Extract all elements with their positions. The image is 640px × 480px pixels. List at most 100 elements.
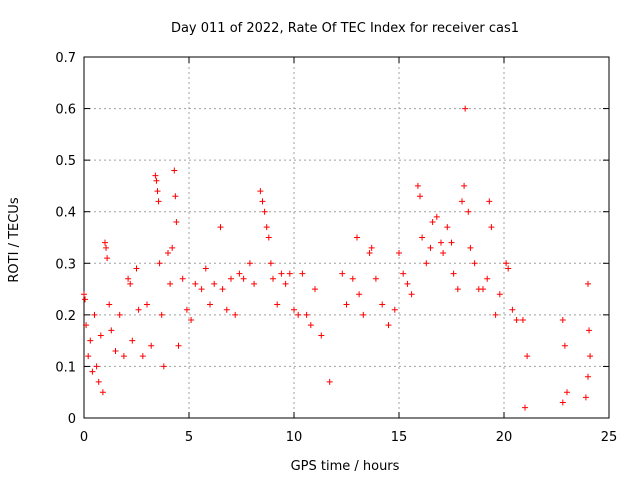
data-point [339,270,346,277]
data-point [513,317,520,324]
data-point [155,198,162,205]
data-point [408,291,415,298]
data-point [219,286,226,293]
data-point [488,224,495,231]
data-point [158,311,165,318]
data-point [232,311,239,318]
y-tick-label: 0.3 [55,257,76,272]
data-point [91,311,98,318]
data-point [257,188,264,195]
data-point [450,270,457,277]
data-point [471,260,478,267]
data-point [125,275,132,282]
data-point [467,244,474,251]
data-point [440,249,447,256]
data-point [282,280,289,287]
data-point [211,280,218,287]
data-point [135,306,142,313]
data-point [559,399,566,406]
data-point [172,193,179,200]
data-point [83,322,90,329]
data-point [343,301,350,308]
data-point [586,327,593,334]
data-point [391,306,398,313]
data-point [465,208,472,215]
y-tick-label: 0.2 [55,309,76,324]
data-point [496,291,503,298]
data-point [561,342,568,349]
data-point [154,188,161,195]
data-point [368,244,375,251]
data-point [312,286,318,293]
data-point [461,182,468,189]
data-point [360,311,367,318]
data-point [160,363,167,370]
data-point [585,280,591,287]
data-point [179,275,186,282]
data-point [259,198,266,205]
data-point [454,286,461,293]
data-points [81,105,594,411]
data-point [433,213,440,220]
data-point [480,286,486,293]
data-point [462,105,469,112]
data-point [400,270,407,277]
y-axis-title: ROTI / TECUs [7,197,22,282]
data-point [303,311,310,318]
data-point [198,286,205,293]
data-point [251,280,258,287]
chart-title: Day 011 of 2022, Rate Of TEC Index for r… [171,21,519,36]
data-point [299,270,306,277]
data-point [372,275,379,282]
data-point [524,353,531,360]
data-point [82,296,89,303]
data-point [129,337,136,344]
data-point [112,347,119,354]
data-point [104,255,111,262]
y-tick-label: 0.5 [55,154,76,169]
data-point [207,301,213,308]
data-point [153,177,160,184]
data-point [267,260,274,267]
x-tick-label: 0 [80,430,88,445]
data-point [354,234,360,241]
x-axis: 0 5 10 15 20 25 [80,57,617,445]
y-tick-label: 0.4 [55,206,76,221]
data-point [582,394,589,401]
plot-border [83,56,610,419]
data-point [87,337,94,344]
data-point [120,353,127,360]
data-point [459,198,465,205]
y-tick-label: 0.1 [55,360,76,375]
data-point [171,167,178,174]
data-point [217,224,224,231]
data-point [95,378,102,385]
data-point [261,208,268,215]
data-point [326,378,333,385]
data-point [89,368,96,375]
data-point [144,301,150,308]
data-point [414,182,421,189]
data-point [522,404,528,411]
data-point [385,322,392,329]
data-point [99,389,106,396]
data-point [438,239,444,246]
data-point [175,342,182,349]
y-tick-label: 0.7 [55,51,76,66]
data-point [236,270,243,277]
data-point [93,363,100,370]
data-point [366,249,373,256]
grid-lines [84,57,609,418]
data-point [349,275,356,282]
data-point [318,332,325,339]
data-point [444,224,451,231]
data-point [448,239,455,246]
x-tick-label: 15 [391,430,408,445]
data-point [102,239,108,246]
data-point [133,265,140,272]
data-point [427,244,434,251]
data-point [156,260,163,267]
data-point [103,244,110,251]
data-point [165,249,171,256]
